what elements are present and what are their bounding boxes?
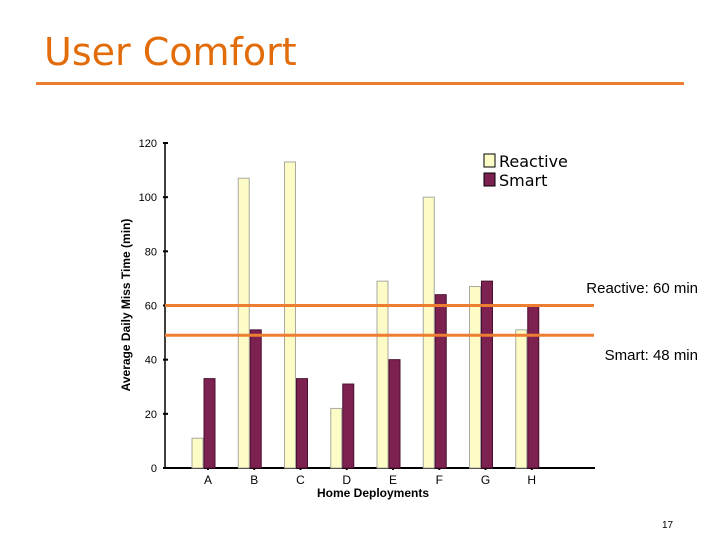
x-tick-label: C — [296, 473, 305, 487]
x-tick-label: G — [481, 473, 490, 487]
bar-smart-b — [249, 329, 262, 469]
y-tick-label: 120 — [139, 138, 157, 150]
bar-smart-f — [434, 294, 447, 469]
bar-smart-a — [203, 378, 216, 469]
legend-label-reactive: Reactive — [499, 152, 568, 171]
bar-reactive-c — [284, 161, 296, 469]
bar-reactive-e — [376, 280, 389, 469]
title-divider — [36, 82, 684, 85]
legend-label-smart: Smart — [499, 171, 547, 190]
x-tick-label: E — [389, 473, 397, 487]
slide-title: User Comfort — [44, 30, 297, 74]
bar-reactive-f — [422, 196, 435, 469]
legend-swatch-reactive — [483, 153, 496, 168]
page-number: 17 — [662, 520, 674, 531]
bar-smart-d — [342, 383, 355, 469]
y-tick-label: 0 — [151, 463, 157, 475]
y-tick-label: 60 — [145, 301, 157, 313]
x-tick-label: H — [527, 473, 536, 487]
legend — [480, 150, 577, 192]
reference-label-reactive: Reactive: 60 min — [586, 280, 698, 297]
bar-reactive-b — [237, 177, 250, 469]
reference-label-smart: Smart: 48 min — [605, 347, 698, 364]
y-tick-label: 100 — [139, 192, 157, 204]
bar-smart-g — [481, 280, 493, 469]
x-tick-label: B — [250, 473, 258, 487]
y-tick-label: 80 — [145, 246, 157, 258]
y-tick-label: 40 — [145, 355, 157, 367]
legend-swatch-smart — [483, 172, 496, 187]
bar-smart-c — [296, 378, 308, 469]
bar-reactive-d — [330, 407, 343, 469]
y-axis-title: Average Daily Miss Time (min) — [119, 219, 133, 392]
x-tick-label: D — [342, 473, 351, 487]
bar-smart-h — [527, 305, 540, 469]
x-tick-label: A — [204, 473, 212, 487]
x-tick-label: F — [436, 473, 443, 487]
y-tick-label: 20 — [145, 409, 157, 421]
bar-reactive-h — [515, 329, 528, 469]
x-axis-title: Home Deployments — [317, 486, 429, 500]
bar-smart-e — [388, 359, 401, 469]
bar-reactive-a — [191, 437, 204, 469]
bar-reactive-g — [469, 286, 481, 469]
